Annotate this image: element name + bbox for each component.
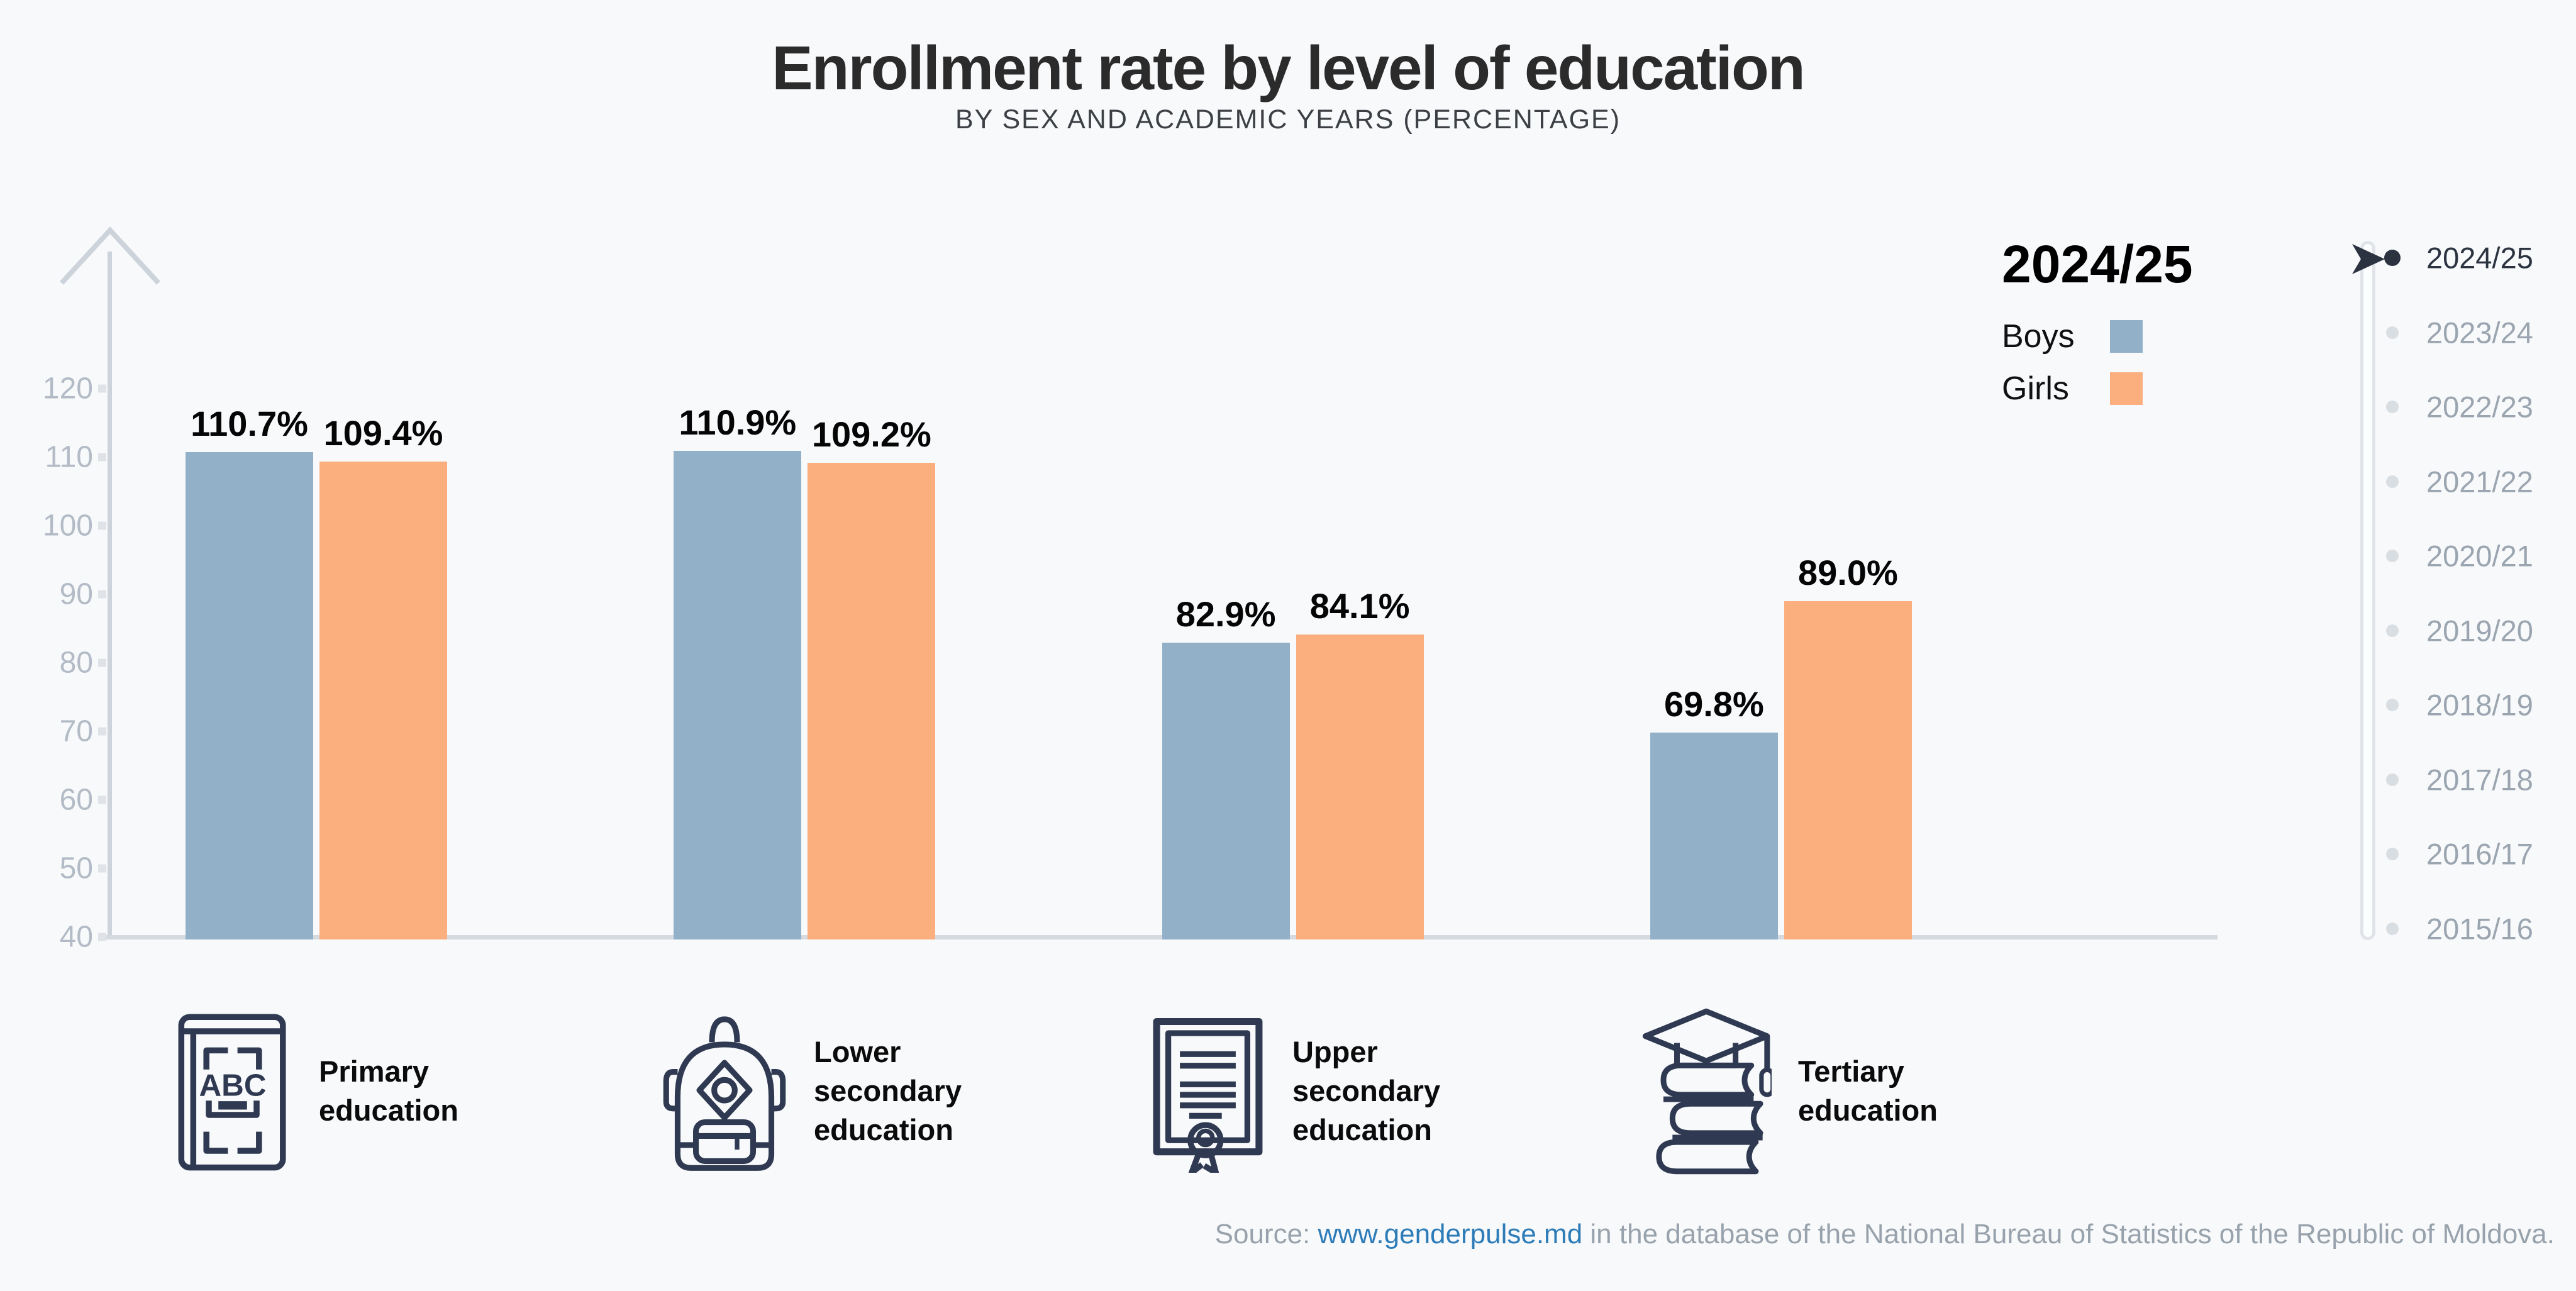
bar-value-girls-2: 109.2% [811,414,931,454]
bar-value-girls-4: 89.0% [1797,552,1898,592]
bar-boys-3 [1162,643,1290,939]
timeline-dot-2016-17[interactable] [2386,848,2399,860]
y-tick-label-60: 60 [59,783,93,817]
y-tick-label-90: 90 [59,577,93,611]
bar-girls-4 [1784,601,1912,939]
page-subtitle: BY SEX AND ACADEMIC YEARS (PERCENTAGE) [955,104,1621,135]
timeline-dot-2020-21[interactable] [2386,550,2399,562]
bar-girls-2 [808,462,936,939]
source-line: Source: www.genderpulse.md in the databa… [1215,1219,2555,1250]
y-tick-mark-110 [98,453,106,462]
y-tick-label-50: 50 [59,851,93,885]
bar-boys-4 [1650,733,1778,939]
timeline-year-2023-24[interactable]: 2023/24 [2426,316,2533,349]
legend-label-boys: Boys [2002,318,2075,355]
y-tick-mark-60 [98,795,106,804]
category-primary-education: ABC Primary education [173,997,458,1185]
timeline-year-2020-21[interactable]: 2020/21 [2426,539,2533,573]
abc-book-icon: ABC [178,1014,286,1171]
timeline-year-2017-18[interactable]: 2017/18 [2426,763,2533,796]
timeline-year-2018-19[interactable]: 2018/19 [2426,688,2533,722]
timeline-year-2024-25[interactable]: 2024/25 [2426,241,2533,275]
backpack-icon [663,1016,786,1171]
bar-boys-1 [186,452,313,939]
bar-value-girls-1: 109.4% [323,413,443,453]
category-lower-secondary-education: Lower secondary education [662,997,962,1185]
category-label: Tertiary education [1798,1054,1938,1127]
svg-text:ABC: ABC [199,1068,266,1103]
source-link[interactable]: www.genderpulse.md [1318,1219,1583,1249]
legend-selected-year: 2024/25 [2002,235,2193,294]
y-tick-mark-70 [98,727,106,736]
bar-value-boys-1: 110.7% [191,404,308,444]
bar-value-girls-3: 84.1% [1309,586,1410,626]
y-tick-label-80: 80 [59,646,93,680]
category-label: Upper secondary education [1292,1034,1441,1147]
source-prefix: Source: [1214,1219,1318,1249]
y-tick-mark-80 [98,658,106,667]
y-tick-label-110: 110 [45,440,93,474]
timeline-year-2015-16[interactable]: 2015/16 [2426,912,2533,945]
bar-boys-2 [674,451,802,939]
bar-girls-3 [1296,634,1424,939]
y-tick-label-40: 40 [59,920,93,954]
timeline-dot-2019-20[interactable] [2386,624,2399,637]
timeline-dot-2021-22[interactable] [2386,475,2399,488]
legend-label-girls: Girls [2002,370,2069,407]
timeline-year-2022-23[interactable]: 2022/23 [2426,390,2533,424]
y-axis-line [108,252,112,939]
y-tick-mark-100 [98,521,106,530]
bar-girls-1 [319,461,447,939]
category-label: Primary education [319,1054,458,1127]
timeline-dot-2017-18[interactable] [2386,773,2399,786]
timeline-dot-2015-16[interactable] [2386,922,2399,935]
timeline-year-2021-22[interactable]: 2021/22 [2426,465,2533,498]
graduation-books-icon [1642,1008,1772,1174]
timeline-dot-2023-24[interactable] [2386,326,2399,339]
bar-value-boys-2: 110.9% [679,402,797,443]
timeline-track[interactable] [2360,241,2375,940]
y-tick-label-100: 100 [42,509,93,543]
category-label: Lower secondary education [814,1034,962,1147]
timeline-cursor-icon[interactable] [2352,243,2387,275]
timeline-year-2016-17[interactable]: 2016/17 [2426,837,2533,871]
legend-row-girls: Girls [2002,370,2143,407]
x-axis-line [104,935,2218,939]
legend-swatch-boys [2110,320,2143,353]
legend-row-boys: Boys [2002,318,2143,355]
diploma-icon [1153,1017,1263,1173]
y-tick-mark-120 [98,384,106,393]
category-tertiary-education: Tertiary education [1636,997,1938,1185]
y-axis-arrow-icon [60,226,160,285]
source-suffix: in the database of the National Bureau o… [1582,1219,2555,1249]
page-title: Enrollment rate by level of education [772,33,1805,103]
category-upper-secondary-education: Upper secondary education [1150,997,1440,1185]
y-tick-mark-90 [98,590,106,599]
y-tick-label-120: 120 [42,372,93,406]
timeline-dot-2018-19[interactable] [2386,699,2399,711]
timeline-year-2019-20[interactable]: 2019/20 [2426,614,2533,647]
y-tick-mark-50 [98,864,106,873]
y-tick-mark-40 [98,933,106,941]
timeline-dot-2022-23[interactable] [2386,401,2399,413]
y-tick-label-70: 70 [59,714,93,748]
bar-value-boys-3: 82.9% [1175,594,1276,634]
legend: Boys Girls [2002,318,2143,407]
timeline-dot-2024-25[interactable] [2384,250,2401,266]
bar-value-boys-4: 69.8% [1663,684,1764,724]
legend-swatch-girls [2110,372,2143,405]
